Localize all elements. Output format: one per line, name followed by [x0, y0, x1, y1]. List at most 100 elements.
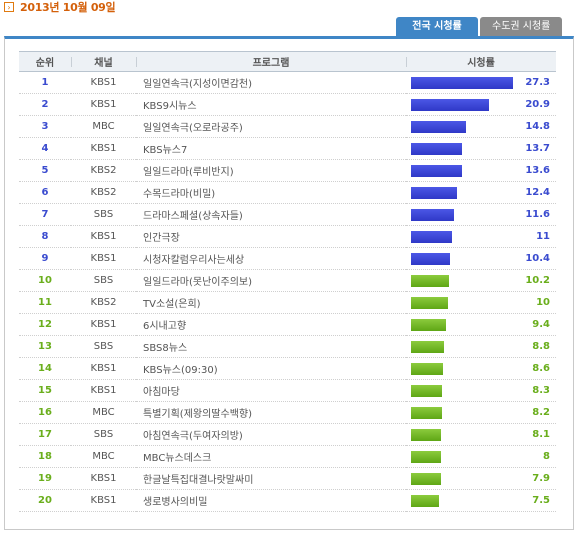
program-cell[interactable]: 한글날특집대결나랏말싸미	[136, 467, 406, 490]
channel-cell: KBS1	[71, 379, 136, 402]
program-cell[interactable]: 일일드라마(못난이주의보)	[136, 269, 406, 292]
table-row: 7 SBS 드라마스페셜(상속자들) 11.6	[19, 203, 556, 226]
rating-cell: 8.3	[406, 379, 556, 402]
rating-cell: 9.4	[406, 313, 556, 336]
rating-value: 9.4	[532, 319, 550, 330]
table-row: 3 MBC 일일연속극(오로라공주) 14.8	[19, 115, 556, 138]
program-cell[interactable]: 드라마스페셜(상속자들)	[136, 203, 406, 226]
program-cell[interactable]: 생로병사의비밀	[136, 489, 406, 512]
rating-value: 12.4	[525, 187, 550, 198]
table-row: 13 SBS SBS8뉴스 8.8	[19, 335, 556, 358]
rating-cell: 8.6	[406, 357, 556, 380]
rating-bar	[411, 297, 448, 309]
table-row: 5 KBS2 일일드라마(루비반지) 13.6	[19, 159, 556, 182]
rank-cell: 19	[19, 467, 71, 490]
table-row: 4 KBS1 KBS뉴스7 13.7	[19, 137, 556, 160]
table-row: 6 KBS2 수목드라마(비밀) 12.4	[19, 181, 556, 204]
ratings-panel: 순위 채널 프로그램 시청률 1 KBS1 일일연속극(지성이면감천) 27.3 2 KB…	[4, 36, 574, 530]
rating-value: 11.6	[525, 209, 550, 220]
rating-value: 10.2	[525, 275, 550, 286]
table-row: 16 MBC 특별기획(제왕의딸수백향) 8.2	[19, 401, 556, 424]
rating-value: 13.7	[525, 143, 550, 154]
rank-cell: 8	[19, 225, 71, 248]
rating-bar	[411, 495, 439, 507]
rating-value: 8	[543, 451, 550, 462]
column-header-rank: 순위	[19, 51, 71, 72]
program-cell[interactable]: 인간극장	[136, 225, 406, 248]
program-cell[interactable]: SBS8뉴스	[136, 335, 406, 358]
table-row: 17 SBS 아침연속극(두여자의방) 8.1	[19, 423, 556, 446]
table-row: 2 KBS1 KBS9시뉴스 20.9	[19, 93, 556, 116]
program-cell[interactable]: 일일연속극(오로라공주)	[136, 115, 406, 138]
channel-cell: SBS	[71, 269, 136, 292]
rating-cell: 8.8	[406, 335, 556, 358]
program-cell[interactable]: 일일연속극(지성이면감천)	[136, 71, 406, 94]
rating-bar	[411, 121, 466, 133]
date-label: 2013년 10월 09일	[20, 1, 116, 14]
program-cell[interactable]: MBC뉴스데스크	[136, 445, 406, 468]
rating-cell: 10	[406, 291, 556, 314]
channel-cell: KBS1	[71, 489, 136, 512]
program-cell[interactable]: 수목드라마(비밀)	[136, 181, 406, 204]
rating-cell: 20.9	[406, 93, 556, 116]
rank-cell: 6	[19, 181, 71, 204]
channel-cell: SBS	[71, 203, 136, 226]
tab-national-rating[interactable]: 전국 시청률	[396, 17, 478, 36]
rating-bar	[411, 407, 442, 419]
rating-value: 10.4	[525, 253, 550, 264]
tab-bar: 전국 시청률 수도권 시청률	[394, 17, 562, 36]
channel-cell: MBC	[71, 401, 136, 424]
rating-cell: 13.6	[406, 159, 556, 182]
program-cell[interactable]: 아침연속극(두여자의방)	[136, 423, 406, 446]
rating-bar	[411, 209, 454, 221]
program-cell[interactable]: 일일드라마(루비반지)	[136, 159, 406, 182]
rating-bar	[411, 385, 442, 397]
program-cell[interactable]: 6시내고향	[136, 313, 406, 336]
channel-cell: KBS2	[71, 181, 136, 204]
rating-bar	[411, 143, 462, 155]
rating-cell: 12.4	[406, 181, 556, 204]
program-cell[interactable]: 시청자칼럼우리사는세상	[136, 247, 406, 270]
rating-value: 27.3	[525, 77, 550, 88]
column-header-program: 프로그램	[136, 51, 406, 72]
rating-cell: 10.2	[406, 269, 556, 292]
rating-bar	[411, 99, 489, 111]
rating-bar	[411, 253, 450, 265]
program-cell[interactable]: KBS뉴스7	[136, 137, 406, 160]
rank-cell: 14	[19, 357, 71, 380]
channel-cell: KBS1	[71, 313, 136, 336]
program-cell[interactable]: 특별기획(제왕의딸수백향)	[136, 401, 406, 424]
program-cell[interactable]: TV소설(은희)	[136, 291, 406, 314]
rating-cell: 7.9	[406, 467, 556, 490]
channel-cell: SBS	[71, 423, 136, 446]
table-row: 11 KBS2 TV소설(은희) 10	[19, 291, 556, 314]
table-row: 8 KBS1 인간극장 11	[19, 225, 556, 248]
channel-cell: KBS1	[71, 357, 136, 380]
rank-cell: 7	[19, 203, 71, 226]
table-row: 18 MBC MBC뉴스데스크 8	[19, 445, 556, 468]
table-row: 10 SBS 일일드라마(못난이주의보) 10.2	[19, 269, 556, 292]
arrow-right-icon: ›	[4, 2, 14, 12]
rating-cell: 7.5	[406, 489, 556, 512]
rating-cell: 14.8	[406, 115, 556, 138]
rank-cell: 10	[19, 269, 71, 292]
program-cell[interactable]: KBS9시뉴스	[136, 93, 406, 116]
column-header-channel: 채널	[71, 51, 136, 72]
program-cell[interactable]: KBS뉴스(09:30)	[136, 357, 406, 380]
channel-cell: KBS2	[71, 291, 136, 314]
ratings-table: 순위 채널 프로그램 시청률 1 KBS1 일일연속극(지성이면감천) 27.3 2 KB…	[19, 51, 556, 512]
rating-value: 13.6	[525, 165, 550, 176]
table-row: 1 KBS1 일일연속극(지성이면감천) 27.3	[19, 71, 556, 94]
rating-bar	[411, 77, 513, 89]
rating-value: 8.6	[532, 363, 550, 374]
rank-cell: 4	[19, 137, 71, 160]
program-cell[interactable]: 아침마당	[136, 379, 406, 402]
channel-cell: KBS1	[71, 71, 136, 94]
rating-cell: 13.7	[406, 137, 556, 160]
date-header: › 2013년 10월 09일	[4, 0, 116, 14]
rank-cell: 15	[19, 379, 71, 402]
channel-cell: KBS1	[71, 93, 136, 116]
channel-cell: KBS1	[71, 467, 136, 490]
tab-capital-rating[interactable]: 수도권 시청률	[480, 17, 562, 36]
rank-cell: 12	[19, 313, 71, 336]
